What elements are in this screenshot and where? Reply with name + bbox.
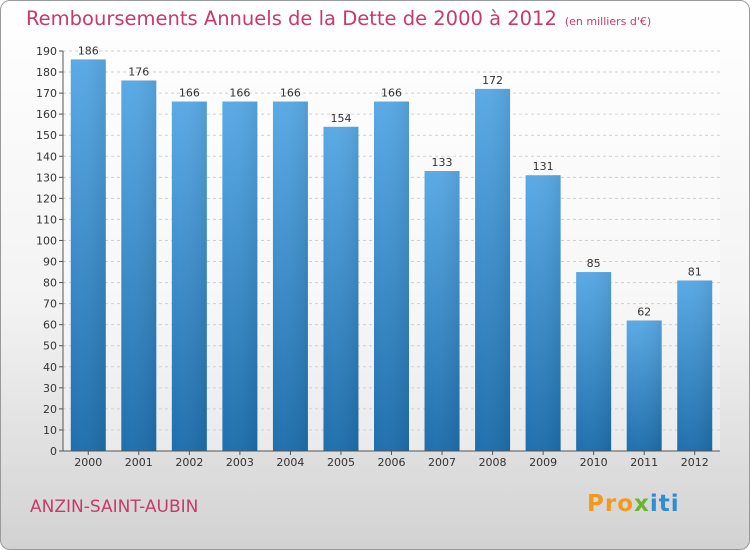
bar-shade	[677, 280, 713, 451]
bar-shade	[121, 80, 157, 451]
bar-value-label: 166	[179, 87, 200, 100]
bar-value-label: 154	[330, 112, 351, 125]
y-tick-label: 20	[43, 403, 57, 416]
y-tick-label: 10	[43, 424, 57, 437]
bar-shade	[272, 101, 308, 452]
y-tick-label: 70	[43, 298, 57, 311]
unit-label: (en milliers d'€)	[564, 15, 652, 28]
y-tick-label: 180	[36, 66, 57, 79]
y-tick-label: 130	[36, 171, 57, 184]
bar-value-label: 62	[637, 305, 651, 318]
bar-shade	[70, 59, 106, 451]
chart-title: Remboursements Annuels de la Dette de 20…	[26, 7, 651, 30]
x-tick-label: 2011	[630, 456, 658, 469]
y-tick-label: 190	[36, 45, 57, 58]
logo-part-2: x	[634, 491, 650, 517]
x-tick-label: 2008	[479, 456, 507, 469]
y-tick-label: 40	[43, 361, 57, 374]
bar-shade	[374, 101, 409, 452]
x-tick-label: 2002	[175, 456, 203, 469]
bar-value-label: 166	[381, 87, 402, 100]
bar-shade	[475, 88, 511, 451]
bar-shade	[525, 175, 561, 452]
x-tick-label: 2009	[529, 456, 557, 469]
bars: 186 176 166 166 166 154 166 133 172 131 85 62 81	[70, 44, 713, 452]
y-tick-label: 110	[36, 213, 57, 226]
bar-value-label: 81	[688, 265, 702, 278]
y-tick-label: 60	[43, 319, 57, 332]
y-tick-label: 140	[36, 150, 57, 163]
x-tick-label: 2004	[276, 456, 304, 469]
city-name: ANZIN-SAINT-AUBIN	[30, 497, 199, 517]
bar-shade	[323, 126, 359, 451]
x-tick-label: 2001	[125, 456, 153, 469]
x-tick-label: 2007	[428, 456, 456, 469]
x-tick-label: 2005	[327, 456, 355, 469]
bar-shade	[222, 101, 258, 452]
bar-value-label: 186	[78, 44, 99, 57]
y-tick-label: 120	[36, 192, 57, 205]
y-tick-label: 160	[36, 108, 57, 121]
x-tick-label: 2010	[580, 456, 608, 469]
y-tick-label: 170	[36, 87, 57, 100]
y-tick-label: 30	[43, 382, 57, 395]
y-tick-label: 80	[43, 277, 57, 290]
bar-value-label: 131	[533, 160, 554, 173]
bar-shade	[424, 171, 460, 451]
logo-part-1: Pro	[587, 491, 635, 517]
proxiti-logo: Proxiti	[587, 491, 680, 517]
title-text: Remboursements Annuels de la Dette de 20…	[26, 7, 557, 30]
y-axis: 0 10 20 30 40 50 60 70 80 90 100 110 120 130 140 150 160…	[36, 45, 64, 458]
x-tick-label: 2006	[378, 456, 406, 469]
y-tick-label: 0	[50, 445, 57, 458]
x-tick-label: 2000	[74, 456, 102, 469]
y-tick-label: 100	[36, 234, 57, 247]
bar-shade	[576, 272, 612, 451]
bar-value-label: 172	[482, 74, 503, 87]
bar-value-label: 176	[128, 65, 149, 78]
logo-part-3: iti	[649, 491, 680, 517]
bar-shade	[626, 320, 662, 451]
y-tick-label: 90	[43, 256, 57, 269]
x-tick-label: 2003	[226, 456, 254, 469]
x-axis: 2000 2001 2002 2003 2004 2005 2006 2007 2008 2009…	[63, 450, 720, 469]
bar-value-label: 166	[229, 87, 250, 100]
bar-shade	[171, 101, 207, 452]
y-tick-label: 50	[43, 340, 57, 353]
bar-value-label: 133	[432, 156, 453, 169]
x-tick-label: 2012	[681, 456, 709, 469]
bar-value-label: 166	[280, 87, 301, 100]
bar-value-label: 85	[587, 257, 601, 270]
y-tick-label: 150	[36, 129, 57, 142]
